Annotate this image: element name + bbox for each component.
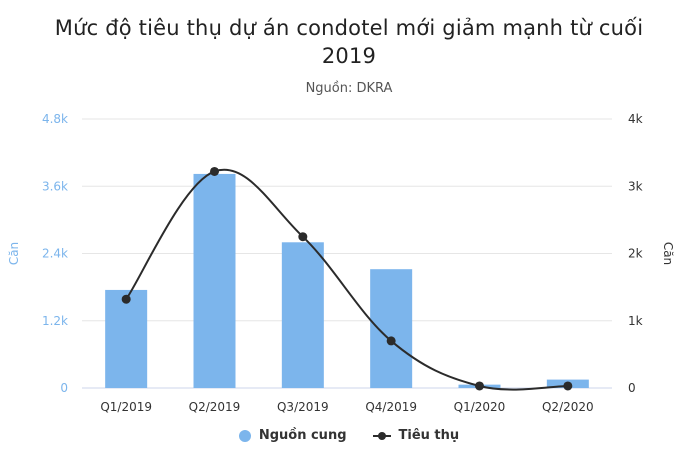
chart-title-line-1: Mức độ tiêu thụ dự án condotel mới giảm … <box>54 16 644 40</box>
x-tick-label: Q1/2019 <box>100 400 152 414</box>
y-right-tick-label: 0 <box>628 381 636 395</box>
line-point <box>298 232 308 242</box>
y-right-tick-label: 3k <box>628 179 643 193</box>
y-left-tick-label: 1.2k <box>42 314 68 328</box>
bar <box>281 242 324 388</box>
chart-title-line-2: 2019 <box>321 44 377 68</box>
legend-swatch-supply <box>238 429 251 442</box>
x-tick-label: Q2/2019 <box>189 400 241 414</box>
line-point <box>210 166 219 176</box>
y-right-tick-label: 1k <box>628 314 643 328</box>
line-series <box>125 168 568 391</box>
legend-label-supply: Nguồn cung <box>258 428 347 443</box>
legend: Nguồn cung Tiêu thụ <box>0 428 698 443</box>
line-point <box>386 336 396 346</box>
y-left-axis-title: Căn <box>7 242 21 265</box>
bar <box>193 173 236 388</box>
legend-item-consumption[interactable]: Tiêu thụ <box>372 428 460 443</box>
line-point <box>475 381 484 391</box>
chart-title: Mức độ tiêu thụ dự án condotel mới giảm … <box>0 14 698 70</box>
y-left-tick-label: 0 <box>60 381 68 395</box>
line-point <box>563 381 573 391</box>
x-tick-label: Q4/2019 <box>365 400 417 414</box>
x-tick-label: Q3/2019 <box>277 400 329 414</box>
y-left-tick-label: 4.8k <box>42 112 68 126</box>
y-left-tick-label: 3.6k <box>42 179 68 193</box>
x-tick-label: Q1/2020 <box>454 400 506 414</box>
y-right-axis-title: Căn <box>661 242 675 265</box>
x-tick-label: Q2/2020 <box>542 400 594 414</box>
line-point <box>121 294 131 304</box>
legend-swatch-consumption <box>372 430 391 442</box>
legend-label-consumption: Tiêu thụ <box>398 428 460 443</box>
y-right-tick-label: 2k <box>628 247 643 261</box>
y-right-tick-label: 4k <box>628 112 643 126</box>
chart-subtitle: Nguồn: DKRA <box>305 81 393 96</box>
bar <box>105 289 148 388</box>
bar <box>370 269 413 388</box>
y-left-tick-label: 2.4k <box>42 247 68 261</box>
legend-item-supply[interactable]: Nguồn cung <box>238 428 347 443</box>
